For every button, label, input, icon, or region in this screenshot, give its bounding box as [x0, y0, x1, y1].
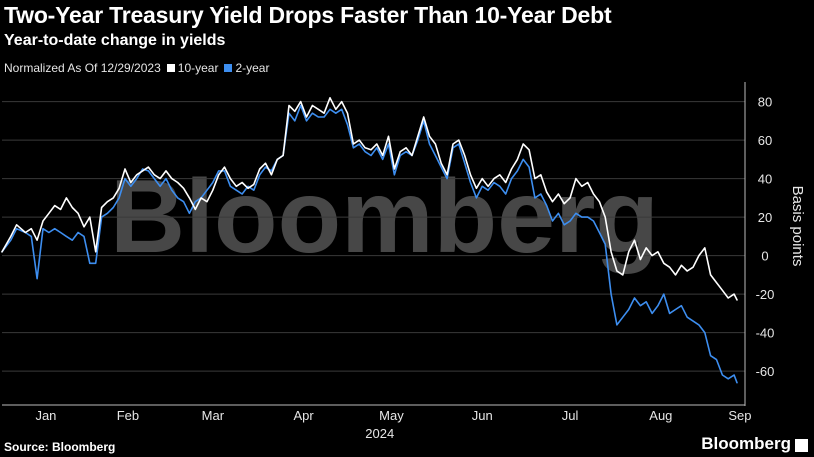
x-tick-label-jul: Jul	[562, 408, 579, 423]
x-tick-label-apr: Apr	[293, 408, 314, 423]
bar-chart-icon	[795, 438, 808, 452]
series-line-10-year	[1, 97, 738, 301]
legend-note: Normalized As Of 12/29/2023	[4, 61, 161, 75]
series-line-2-year	[1, 104, 738, 384]
y-tick-label: 60	[758, 133, 772, 148]
y-tick-label: -40	[756, 326, 775, 341]
y-tick-label: 40	[758, 172, 772, 187]
y-tick-label: 80	[758, 95, 772, 110]
legend-label-2-year: 2-year	[235, 61, 270, 75]
brand-logo: Bloomberg	[701, 434, 808, 454]
legend: Normalized As Of 12/29/2023 10-year 2-ye…	[4, 61, 269, 75]
legend-label-10-year: 10-year	[177, 61, 219, 75]
brand-name: Bloomberg	[701, 434, 791, 453]
x-tick-label-jun: Jun	[472, 408, 493, 423]
x-tick-label-mar: Mar	[202, 408, 225, 423]
x-tick-label-feb: Feb	[117, 408, 139, 423]
x-tick-label-jan: Jan	[35, 408, 56, 423]
legend-swatch-2-year	[224, 64, 233, 72]
x-tick-label-may: May	[379, 408, 404, 423]
y-tick-label: 0	[761, 249, 768, 264]
chart-title: Two-Year Treasury Yield Drops Faster Tha…	[4, 2, 612, 28]
y-axis-title: Basis points	[789, 186, 806, 267]
y-tick-label: -60	[756, 364, 775, 379]
x-year-label: 2024	[365, 426, 394, 440]
x-tick-label-aug: Aug	[649, 408, 672, 423]
source-note: Source: Bloomberg	[4, 440, 116, 454]
legend-swatch-10-year	[166, 64, 175, 72]
y-tick-label: 20	[758, 210, 772, 225]
y-tick-label: -20	[756, 287, 775, 302]
x-tick-label-sep: Sep	[728, 408, 751, 423]
chart-subtitle: Year-to-date change in yields	[4, 32, 226, 49]
